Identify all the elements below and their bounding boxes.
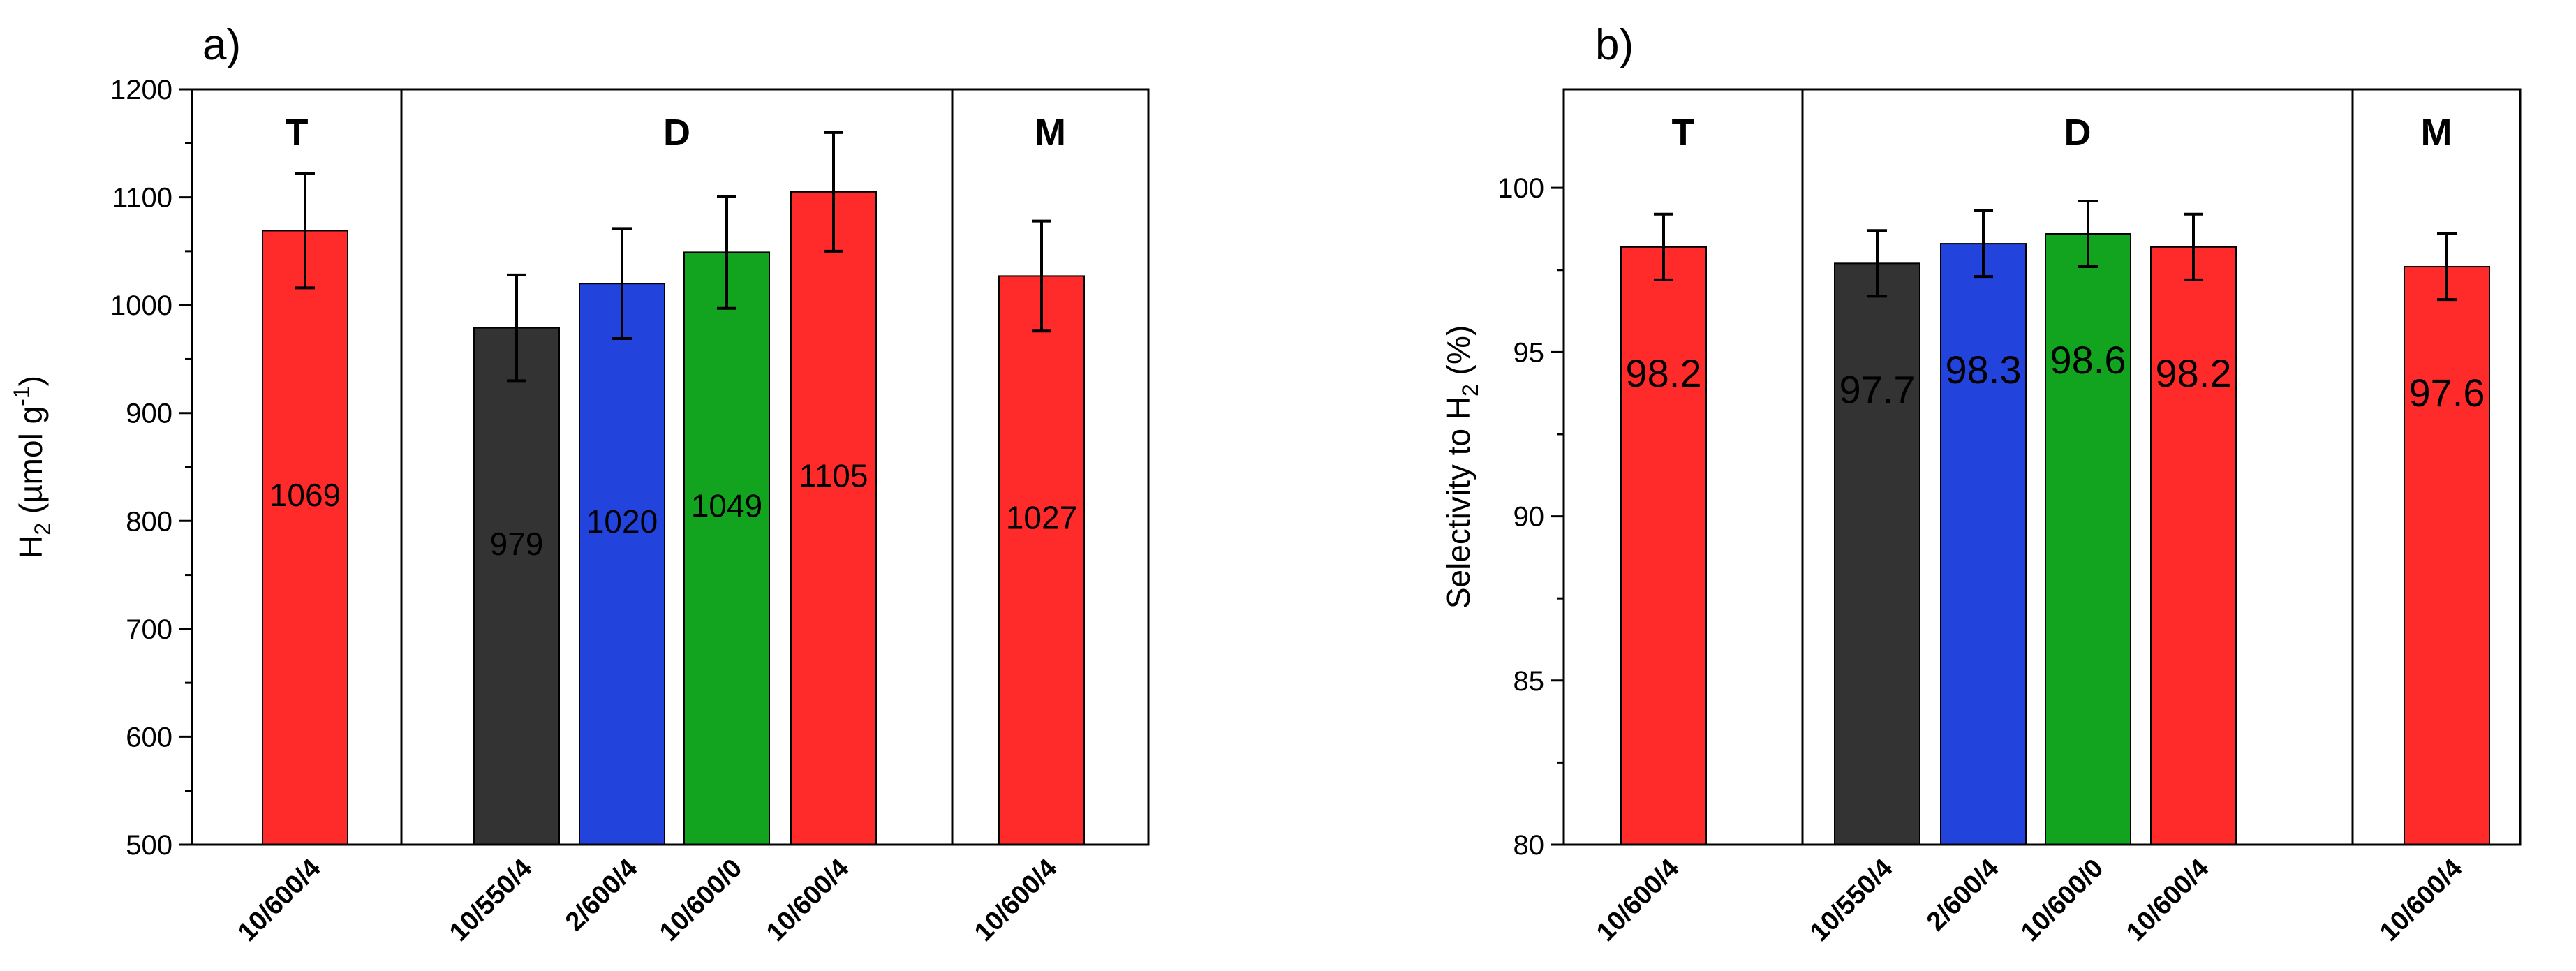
x-tick-label: 2/600/4 — [1921, 854, 2004, 937]
bar — [262, 230, 348, 845]
chart-panel-a: a) 500 600 700 800 900 1000 1100 1200 H2 (µmol g-… — [9, 21, 1150, 947]
bar-value-label: 98.3 — [1946, 348, 2022, 392]
y-tick-label: 600 — [126, 722, 172, 753]
bar — [579, 283, 665, 845]
chart-panel-b: b) 80 85 90 95 100 Selectivity to H2 (%) T 98.2 1… — [1440, 21, 2522, 947]
bar-value-label: 1049 — [691, 488, 762, 524]
bar-value-label: 979 — [490, 526, 544, 562]
y-tick-label: 90 — [1513, 502, 1545, 533]
y-tick-label: 95 — [1513, 337, 1545, 368]
y-tick-label: 700 — [126, 614, 172, 645]
bar-value-label: 1027 — [1006, 500, 1077, 536]
y-tick-label: 900 — [126, 399, 172, 429]
y-tick-label: 800 — [126, 506, 172, 537]
y-tick-label: 1200 — [110, 75, 172, 105]
panel-label: b) — [1595, 21, 1634, 69]
bar-value-label: 1069 — [269, 477, 341, 513]
x-tick-label: 10/550/4 — [444, 854, 538, 947]
bar — [683, 251, 770, 846]
bar — [2045, 232, 2131, 845]
y-tick-label: 85 — [1513, 666, 1545, 697]
y-tick-label: 500 — [126, 830, 172, 861]
x-tick-label: 10/600/4 — [969, 854, 1063, 947]
y-axis-label: H2 (µmol g-1) — [9, 376, 55, 558]
y-tick-label: 1000 — [110, 290, 172, 321]
group-label: M — [2421, 112, 2452, 154]
bar-value-label: 1105 — [799, 457, 868, 494]
bar — [1940, 243, 2027, 845]
plot-frame — [191, 88, 1150, 846]
bar — [2150, 246, 2237, 845]
group-label: D — [663, 112, 690, 154]
x-tick-label: 10/600/4 — [761, 854, 854, 947]
y-tick-label: 100 — [1497, 173, 1544, 204]
bar-value-label: 98.2 — [1626, 351, 1702, 395]
bar — [1834, 262, 1920, 845]
bar-value-label: 1020 — [586, 503, 658, 540]
x-tick-label: 10/600/4 — [1591, 854, 1685, 947]
bar-value-label: 97.6 — [2409, 371, 2485, 415]
bar-value-label: 98.6 — [2050, 338, 2126, 382]
y-axis-label: Selectivity to H2 (%) — [1440, 325, 1483, 609]
x-tick-label: 10/600/4 — [2374, 854, 2468, 947]
group-label: T — [1672, 112, 1695, 154]
bar — [790, 191, 877, 846]
plot-frame — [1562, 88, 2522, 846]
group-label: T — [286, 112, 309, 154]
y-tick-label: 80 — [1513, 830, 1545, 861]
x-tick-label: 10/550/4 — [1805, 854, 1898, 947]
bar — [998, 275, 1085, 845]
x-tick-label: 10/600/0 — [654, 854, 748, 947]
y-tick-label: 1100 — [112, 183, 172, 214]
bar-value-label: 97.7 — [1840, 367, 1916, 411]
panel-label: a) — [202, 21, 241, 69]
bar-value-label: 98.2 — [2156, 351, 2232, 395]
group-label: D — [2064, 112, 2092, 154]
bar — [473, 327, 560, 845]
bar — [2404, 266, 2490, 845]
x-tick-label: 10/600/0 — [2015, 854, 2109, 947]
group-label: M — [1035, 112, 1066, 154]
x-tick-label: 10/600/4 — [232, 854, 326, 947]
x-tick-label: 2/600/4 — [560, 854, 643, 937]
x-tick-label: 10/600/4 — [2121, 854, 2214, 947]
bar — [1620, 246, 1707, 845]
